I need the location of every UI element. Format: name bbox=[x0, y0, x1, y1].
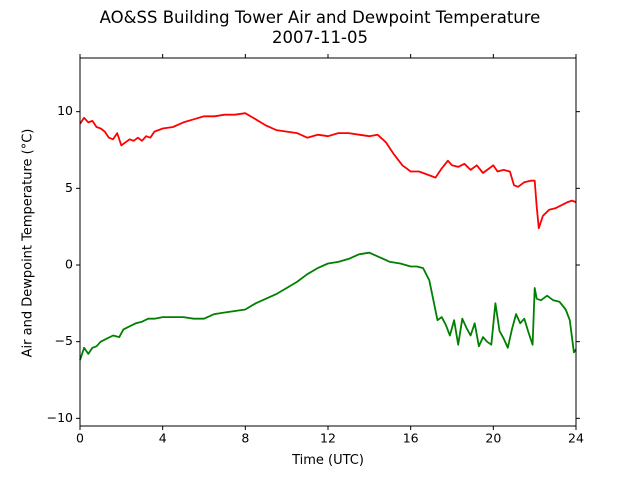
y-tick-label: 10 bbox=[57, 103, 73, 118]
series-layer bbox=[79, 112, 577, 361]
x-tick-label: 4 bbox=[159, 431, 167, 446]
series-line-dewpoint-temperature bbox=[79, 251, 577, 361]
y-tick-label: 5 bbox=[65, 180, 73, 195]
x-tick-label: 24 bbox=[568, 431, 584, 446]
y-tick-label: 0 bbox=[65, 257, 73, 272]
chart-subtitle: 2007-11-05 bbox=[272, 28, 368, 47]
x-tick-label: 16 bbox=[403, 431, 419, 446]
series-line-air-temperature bbox=[79, 112, 577, 230]
y-tick-label: −5 bbox=[55, 333, 73, 348]
plot-area-frame bbox=[79, 57, 577, 427]
x-tick-label: 0 bbox=[76, 431, 84, 446]
x-tick-label: 8 bbox=[241, 431, 249, 446]
chart-title: AO&SS Building Tower Air and Dewpoint Te… bbox=[99, 8, 541, 27]
x-tick-label: 12 bbox=[320, 431, 336, 446]
ticks-layer: 0 4 8 12 16 20 24 −10 −5 0 5 10 bbox=[47, 54, 584, 446]
x-tick-label: 20 bbox=[485, 431, 501, 446]
y-axis-label: Air and Dewpoint Temperature (°C) bbox=[20, 128, 36, 358]
x-axis-label: Time (UTC) bbox=[292, 453, 364, 468]
y-tick-label: −10 bbox=[47, 410, 73, 425]
